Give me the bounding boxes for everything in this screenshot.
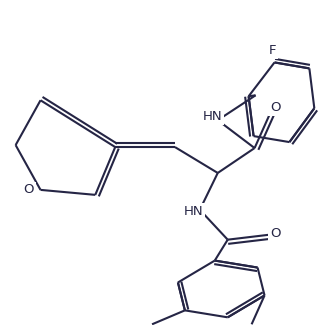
Text: O: O [23, 184, 34, 196]
Text: F: F [269, 44, 276, 57]
Text: HN: HN [203, 111, 223, 124]
Text: O: O [270, 101, 281, 114]
Text: O: O [270, 227, 281, 240]
Text: HN: HN [184, 205, 203, 218]
